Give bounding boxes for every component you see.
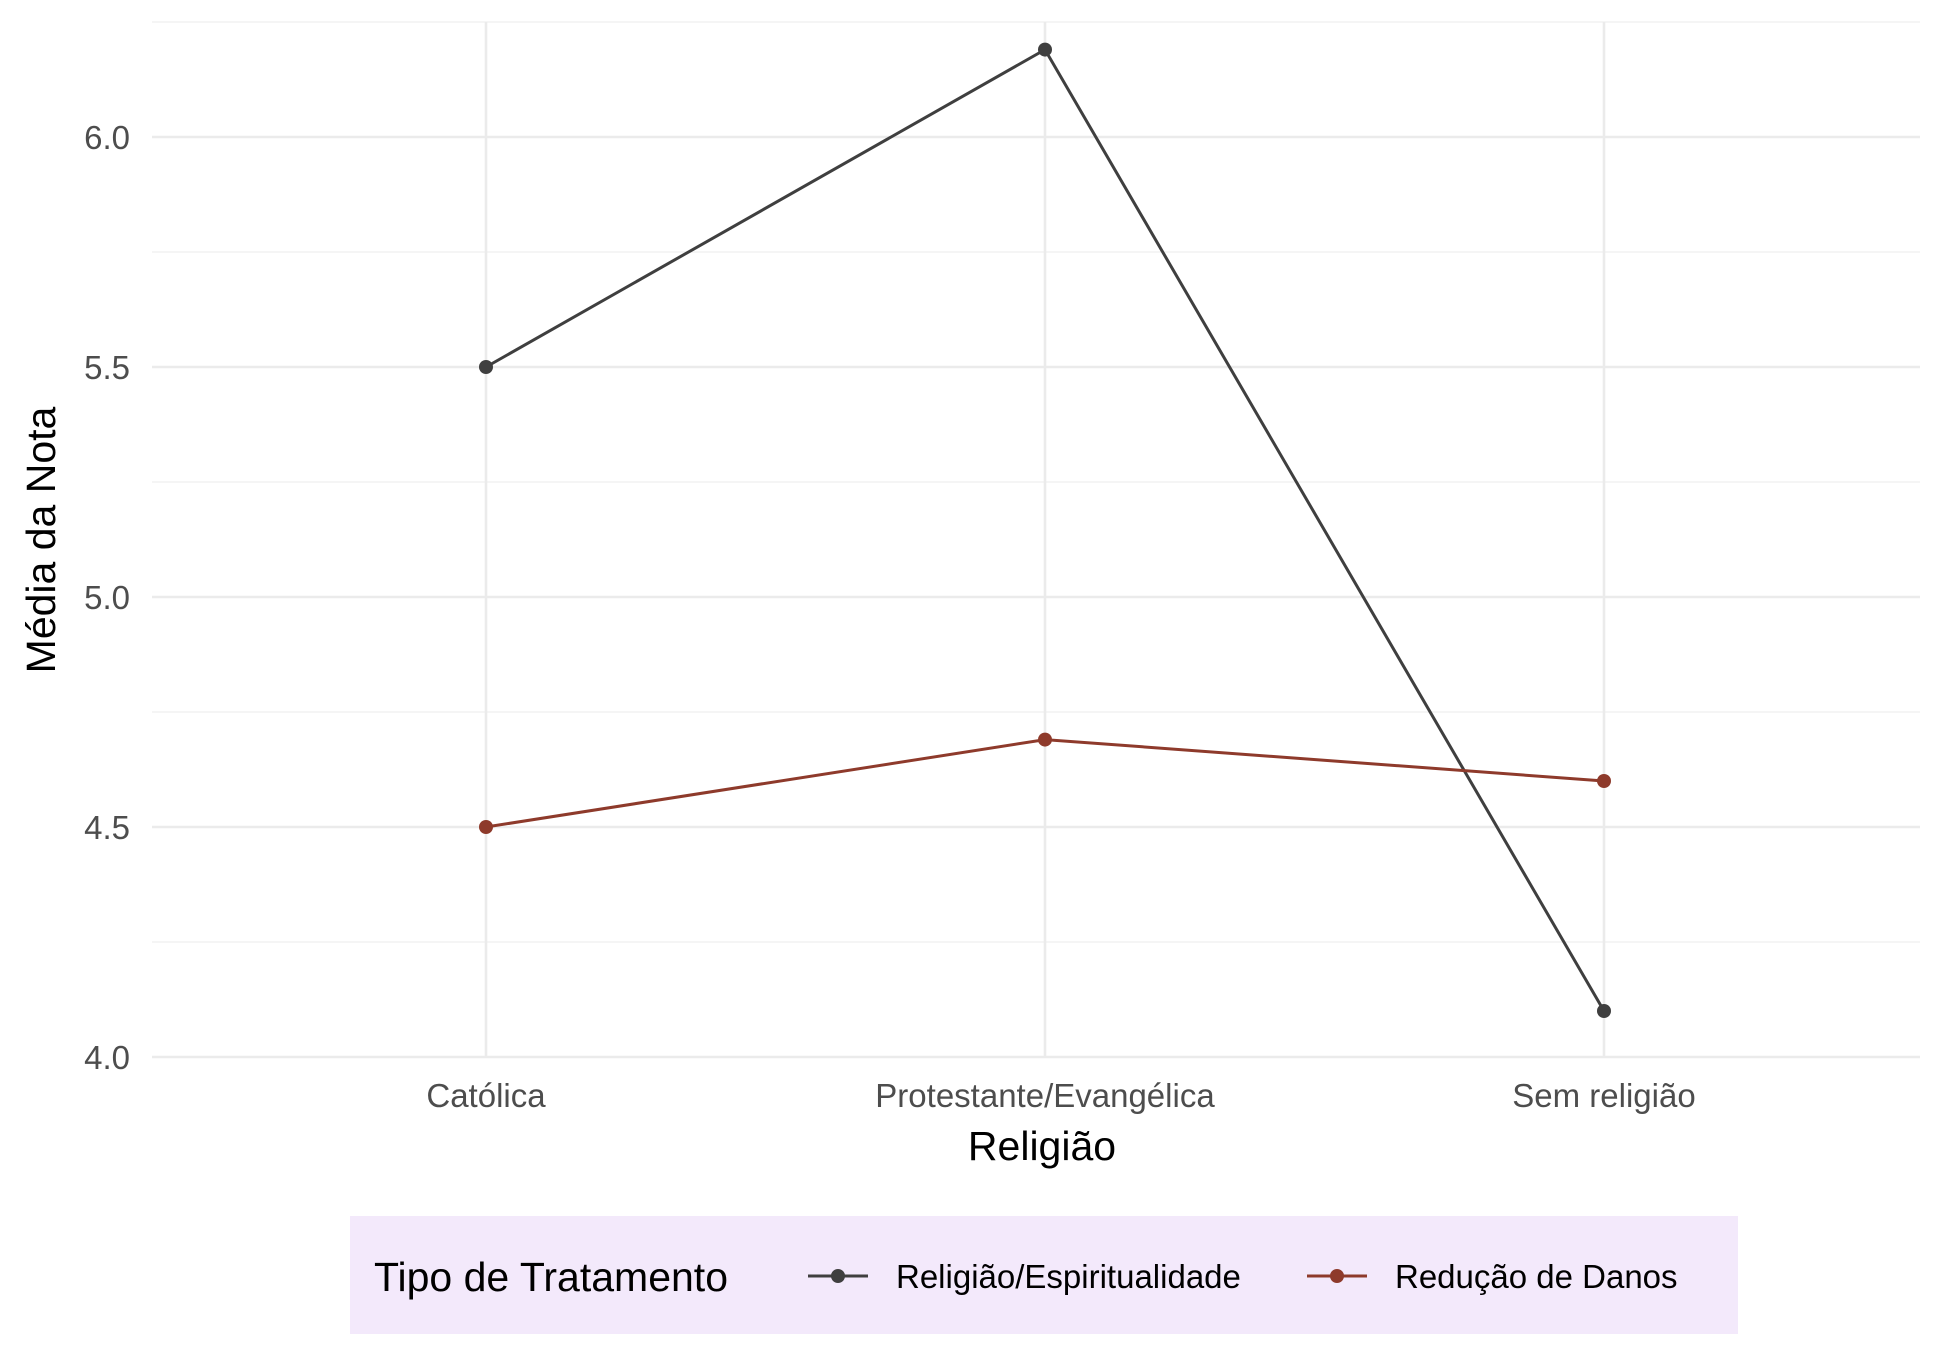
data-point <box>1038 732 1052 747</box>
legend-label: Redução de Danos <box>1395 1258 1678 1295</box>
legend-item: Redução de Danos <box>1307 1258 1678 1295</box>
y-tick-label: 5.5 <box>84 349 130 386</box>
series-1 <box>479 42 1611 1018</box>
major-gridlines <box>152 22 1920 1059</box>
legend: Tipo de Tratamento Religião/Espiritualid… <box>350 1216 1738 1334</box>
x-axis-title: Religião <box>968 1123 1116 1169</box>
x-tick-label: Católica <box>426 1077 546 1114</box>
data-point <box>1597 1004 1611 1018</box>
legend-item: Religião/Espiritualidade <box>808 1258 1241 1295</box>
x-tick-label: Protestante/Evangélica <box>875 1077 1215 1114</box>
series-layer <box>479 42 1611 1018</box>
legend-key-point <box>831 1269 845 1283</box>
y-axis-title: Média da Nota <box>18 406 64 673</box>
x-axis-tick-labels: Católica Protestante/Evangélica Sem religi… <box>426 1077 1695 1114</box>
data-point <box>1597 774 1611 788</box>
legend-background <box>350 1216 1738 1334</box>
series-2 <box>479 732 1611 834</box>
legend-title: Tipo de Tratamento <box>374 1254 728 1300</box>
legend-items: Religião/Espiritualidade Redução de Danos <box>808 1258 1678 1295</box>
y-axis-tick-labels: 4.0 4.5 5.0 5.5 6.0 <box>84 119 130 1076</box>
data-point <box>479 360 493 374</box>
data-point <box>1038 42 1052 57</box>
y-tick-label: 5.0 <box>84 579 130 616</box>
minor-gridlines <box>152 21 1920 943</box>
legend-label: Religião/Espiritualidade <box>896 1258 1241 1295</box>
y-tick-label: 4.0 <box>84 1039 130 1076</box>
y-tick-label: 4.5 <box>84 809 130 846</box>
legend-key-point <box>1330 1269 1344 1283</box>
x-tick-label: Sem religião <box>1512 1077 1695 1114</box>
data-point <box>479 820 493 834</box>
y-tick-label: 6.0 <box>84 119 130 156</box>
